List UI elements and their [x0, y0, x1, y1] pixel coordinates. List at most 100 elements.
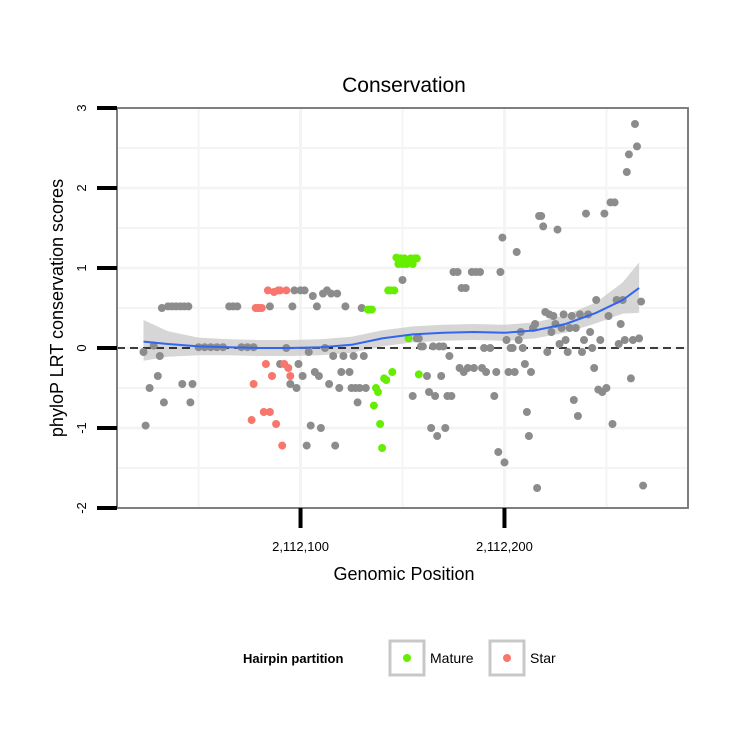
- star-point: [265, 408, 274, 416]
- other-point: [518, 344, 527, 352]
- other-point: [327, 289, 336, 298]
- other-point: [527, 368, 535, 376]
- other-point: [361, 384, 370, 392]
- other-point: [355, 384, 364, 392]
- other-point: [622, 168, 631, 176]
- y-tick-label: 0: [74, 344, 89, 351]
- other-point: [492, 368, 501, 376]
- star-point: [286, 372, 295, 380]
- other-point: [463, 364, 472, 372]
- other-point: [414, 334, 423, 343]
- other-point: [184, 302, 193, 311]
- other-point: [520, 360, 529, 368]
- other-point: [555, 340, 564, 348]
- other-point: [592, 296, 601, 304]
- other-point: [461, 284, 470, 292]
- series-star: [247, 286, 295, 450]
- other-point: [476, 268, 484, 276]
- mature-point: [390, 286, 399, 295]
- other-point: [349, 352, 358, 360]
- legend-item-star: Star: [488, 639, 556, 677]
- other-point: [425, 388, 433, 396]
- other-point: [139, 348, 148, 356]
- other-point: [494, 448, 503, 456]
- mature-point: [414, 370, 423, 379]
- other-point: [298, 372, 307, 380]
- other-point: [610, 198, 619, 207]
- other-point: [533, 484, 542, 492]
- other-point: [312, 302, 321, 311]
- other-point: [433, 432, 442, 440]
- other-point: [141, 421, 150, 430]
- other-point: [445, 352, 454, 360]
- smooth-line-group: [143, 287, 640, 349]
- other-point: [524, 432, 533, 440]
- star-point: [276, 286, 285, 295]
- other-point: [547, 328, 556, 336]
- y-tick-label: 3: [74, 104, 89, 111]
- other-point: [531, 320, 540, 328]
- other-point: [635, 334, 644, 343]
- other-point: [522, 408, 531, 416]
- other-point: [398, 276, 407, 284]
- other-point: [418, 342, 427, 351]
- mature-point: [388, 368, 397, 376]
- other-point: [286, 380, 295, 388]
- legend-marker: [403, 654, 411, 662]
- other-point: [341, 302, 350, 311]
- other-point: [575, 310, 584, 319]
- other-point: [565, 324, 574, 332]
- other-point: [573, 412, 582, 420]
- star-point: [249, 380, 258, 388]
- other-point: [302, 441, 311, 450]
- mature-point: [412, 254, 421, 263]
- x-axis: 2,112,100 2,112,200: [272, 508, 533, 554]
- series-mature: [363, 253, 423, 452]
- mature-point: [376, 420, 385, 428]
- other-point: [510, 368, 519, 376]
- star-point: [263, 286, 272, 295]
- other-point: [508, 344, 517, 352]
- series-other: [139, 120, 648, 492]
- other-point: [431, 392, 440, 400]
- other-point: [537, 212, 546, 220]
- grid-lines: [117, 108, 688, 508]
- y-tick-label: 2: [74, 184, 89, 191]
- other-point: [329, 352, 338, 360]
- other-point: [159, 398, 168, 407]
- other-point: [359, 352, 368, 360]
- mature-point: [367, 305, 376, 314]
- other-point: [353, 398, 362, 407]
- chart-title: Conservation: [342, 74, 466, 97]
- other-point: [357, 304, 366, 312]
- other-point: [502, 336, 511, 344]
- other-point: [453, 268, 462, 276]
- other-point: [543, 348, 552, 356]
- other-point: [490, 392, 499, 400]
- other-point: [496, 268, 505, 276]
- star-point: [272, 420, 281, 428]
- legend-marker: [503, 654, 511, 662]
- other-point: [561, 336, 570, 344]
- other-point: [482, 368, 491, 376]
- confidence-band-group: [143, 262, 640, 361]
- other-point: [145, 384, 154, 392]
- other-point: [233, 302, 242, 311]
- other-point: [441, 424, 450, 432]
- other-point: [569, 396, 578, 404]
- other-point: [345, 368, 354, 376]
- other-point: [335, 384, 344, 392]
- other-point: [580, 336, 588, 344]
- other-point: [602, 384, 611, 392]
- other-point: [178, 380, 187, 388]
- other-point: [631, 120, 639, 128]
- other-point: [292, 384, 301, 392]
- star-point: [282, 286, 291, 295]
- confidence-band: [143, 262, 640, 361]
- other-point: [265, 302, 274, 311]
- legend-item-mature: Mature: [388, 639, 474, 677]
- mature-point: [369, 401, 378, 410]
- star-point: [259, 408, 268, 416]
- other-point: [439, 342, 448, 351]
